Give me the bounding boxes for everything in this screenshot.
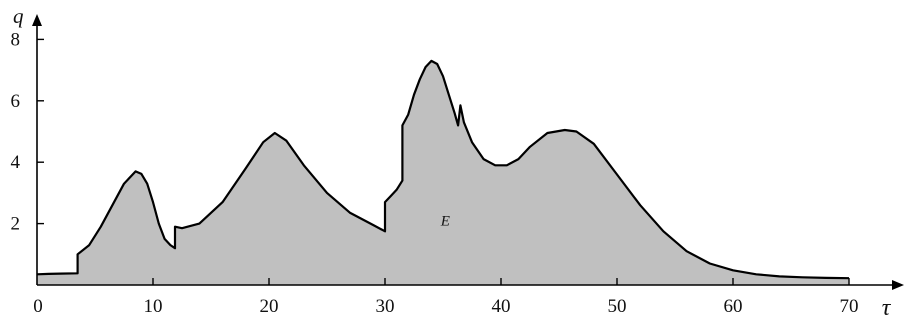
plot-area [36,59,850,286]
region-label: E [440,214,450,230]
y-axis-title: q [13,4,24,28]
x-tick-label: 20 [260,296,279,317]
x-tick-label: 10 [144,296,163,317]
x-tick-label: 0 [33,296,43,317]
x-ticks: 0 10 20 30 40 50 60 70 [33,278,859,317]
axes: 0 10 20 30 40 50 60 70 2 4 6 8 τ q [11,4,904,321]
annotations: E [440,214,450,230]
y-tick-label: 8 [11,29,21,50]
x-tick-label: 40 [492,296,511,317]
y-tick-label: 2 [11,214,21,235]
area-fill [37,60,849,286]
y-axis-arrow-icon [32,14,42,26]
x-tick-label: 50 [608,296,627,317]
x-axis-title: τ [882,295,892,321]
y-tick-label: 6 [11,91,21,112]
area-outline [36,59,850,280]
y-tick-label: 4 [11,152,21,173]
y-ticks: 2 4 6 8 [11,29,44,235]
x-tick-label: 60 [724,296,743,317]
x-tick-label: 30 [376,296,395,317]
x-tick-label: 70 [840,296,859,317]
x-axis-arrow-icon [892,280,904,290]
